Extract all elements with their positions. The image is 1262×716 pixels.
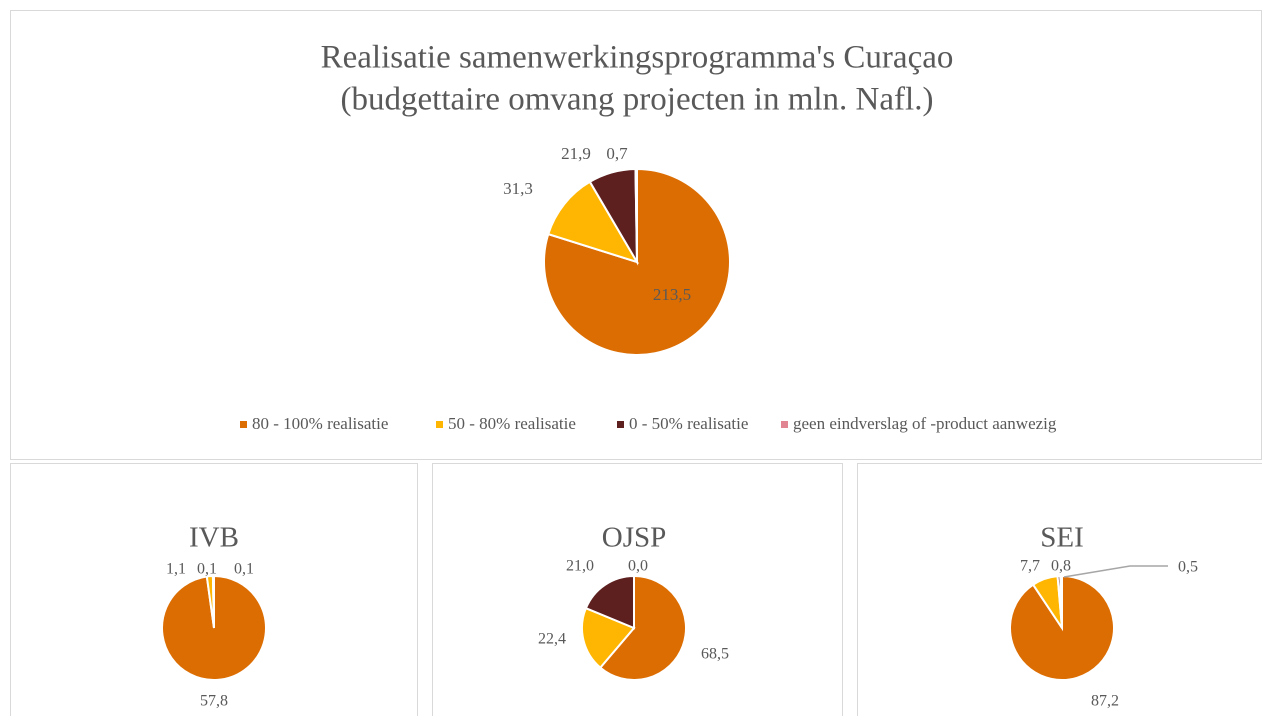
legend-swatch [240, 421, 247, 428]
pie-slice [1059, 574, 1063, 629]
legend-label: 0 - 50% realisatie [629, 414, 748, 433]
data-label: 0,1 [197, 561, 217, 578]
pie-slice [598, 574, 687, 681]
data-label: 1,1 [166, 561, 186, 578]
data-label: 31,3 [503, 179, 533, 198]
data-label: 87,2 [1091, 693, 1119, 710]
data-label: 0,5 [1178, 559, 1198, 576]
legend-label: 80 - 100% realisatie [252, 414, 388, 433]
pie-slice [634, 167, 638, 263]
data-label: 68,5 [701, 646, 729, 663]
data-label: 0,0 [628, 558, 648, 575]
chart-title: OJSP [602, 522, 667, 554]
chart-title: Realisatie samenwerkingsprogramma's Cura… [321, 40, 954, 76]
data-label: 7,7 [1020, 558, 1040, 575]
pie-slice [584, 574, 635, 630]
legend-swatch [781, 421, 788, 428]
data-label: 0,1 [234, 561, 254, 578]
legend-swatch [617, 421, 624, 428]
chart-title: (budgettaire omvang projecten in mln. Na… [341, 82, 934, 118]
data-label: 21,9 [561, 144, 591, 163]
data-label: 0,8 [1051, 558, 1071, 575]
data-label: 57,8 [200, 693, 228, 710]
data-label: 21,0 [566, 558, 594, 575]
data-label: 22,4 [538, 631, 566, 648]
chart-title: IVB [189, 522, 239, 554]
leader-line [1063, 565, 1168, 578]
legend-swatch [436, 421, 443, 428]
data-label: 0,7 [606, 144, 628, 163]
chart-title: SEI [1040, 522, 1084, 554]
legend-label: geen eindverslag of -product aanwezig [793, 414, 1057, 433]
legend-label: 50 - 80% realisatie [448, 414, 576, 433]
data-label: 213,5 [653, 285, 691, 304]
pie-slice [547, 180, 640, 264]
pie-slice [212, 574, 215, 629]
